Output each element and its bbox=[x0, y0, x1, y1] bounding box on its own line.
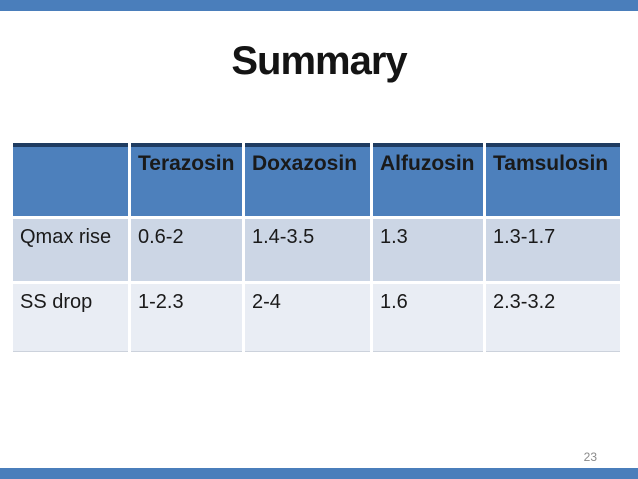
top-accent-bar bbox=[0, 0, 638, 11]
row-label-qmax-rise: Qmax rise bbox=[13, 219, 128, 281]
cell-qmax-terazosin: 0.6-2 bbox=[131, 219, 242, 281]
cell-qmax-tamsulosin: 1.3-1.7 bbox=[486, 219, 620, 281]
slide-title: Summary bbox=[231, 39, 407, 83]
cell-ssdrop-terazosin: 1-2.3 bbox=[131, 284, 242, 352]
summary-table: Terazosin Doxazosin Alfuzosin Tamsulosin… bbox=[13, 143, 620, 352]
table-header-corner bbox=[13, 143, 128, 216]
table-header-alfuzosin: Alfuzosin bbox=[373, 143, 483, 216]
page-number: 23 bbox=[583, 450, 597, 464]
cell-qmax-alfuzosin: 1.3 bbox=[373, 219, 483, 281]
row-label-ss-drop: SS drop bbox=[13, 284, 128, 352]
bottom-accent-bar bbox=[0, 468, 638, 479]
cell-ssdrop-tamsulosin: 2.3-3.2 bbox=[486, 284, 620, 352]
cell-ssdrop-doxazosin: 2-4 bbox=[245, 284, 370, 352]
cell-ssdrop-alfuzosin: 1.6 bbox=[373, 284, 483, 352]
cell-qmax-doxazosin: 1.4-3.5 bbox=[245, 219, 370, 281]
table-header-tamsulosin: Tamsulosin bbox=[486, 143, 620, 216]
table-header-doxazosin: Doxazosin bbox=[245, 143, 370, 216]
table-header-terazosin: Terazosin bbox=[131, 143, 242, 216]
